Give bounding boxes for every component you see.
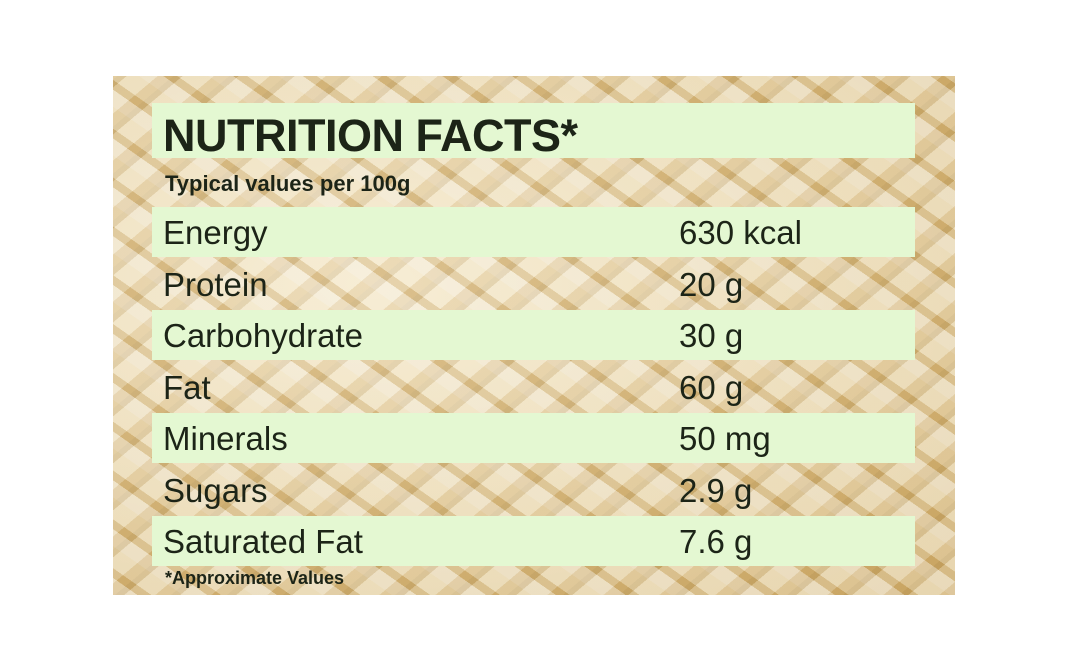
- nutrient-value: 2.9 g: [679, 471, 753, 509]
- row-highlight-bar: [152, 516, 915, 566]
- row-highlight-bar: [152, 413, 915, 463]
- nutrient-label: Saturated Fat: [163, 523, 363, 560]
- nutrient-value: 50 mg: [679, 420, 771, 457]
- nutrient-value: 630 kcal: [679, 214, 802, 251]
- nutrient-value: 20 g: [679, 265, 744, 303]
- nutrient-label: Sugars: [163, 471, 268, 509]
- row-highlight-bar: [152, 310, 915, 360]
- nutrition-subtitle: Typical values per 100g: [165, 171, 411, 196]
- nutrient-label: Energy: [163, 214, 268, 251]
- nutrient-value: 60 g: [679, 368, 744, 406]
- footnote: *Approximate Values: [165, 568, 345, 588]
- nutrient-value: 7.6 g: [679, 523, 753, 560]
- nutrient-label: Protein: [163, 265, 268, 303]
- nutrition-title: NUTRITION FACTS*: [163, 110, 578, 161]
- nutrition-facts-panel: NUTRITION FACTS* Typical values per 100g…: [113, 76, 955, 595]
- row-highlight-bar: [152, 207, 915, 257]
- nutrient-label: Carbohydrate: [163, 317, 363, 354]
- nutrient-label: Minerals: [163, 420, 288, 457]
- nutrient-value: 30 g: [679, 317, 744, 354]
- nutrient-label: Fat: [163, 368, 211, 406]
- title-bar: [152, 103, 915, 158]
